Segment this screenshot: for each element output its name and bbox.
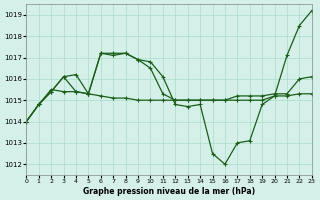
X-axis label: Graphe pression niveau de la mer (hPa): Graphe pression niveau de la mer (hPa) — [83, 187, 255, 196]
